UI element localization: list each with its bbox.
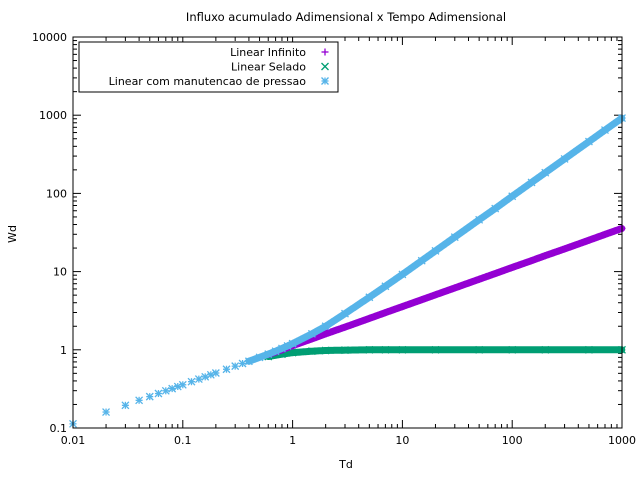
legend-label: Linear com manutencao de pressao xyxy=(109,75,307,88)
data-point xyxy=(135,396,144,405)
data-point xyxy=(102,408,111,416)
data-point xyxy=(584,137,593,146)
data-point xyxy=(161,386,170,395)
data-point xyxy=(365,345,374,354)
x-tick-label: 100 xyxy=(502,434,523,447)
y-tick-label: 1 xyxy=(60,344,67,357)
data-point xyxy=(381,282,390,291)
data-point xyxy=(451,284,459,292)
data-point xyxy=(417,256,426,265)
data-point xyxy=(475,345,484,354)
data-point xyxy=(560,154,569,163)
data-point xyxy=(381,345,390,354)
y-tick-label: 10 xyxy=(53,266,67,279)
y-tick-label: 1000 xyxy=(39,109,67,122)
data-point xyxy=(398,270,407,279)
data-point xyxy=(238,359,247,368)
y-tick-label: 100 xyxy=(46,187,67,200)
data-point xyxy=(475,215,484,224)
data-point xyxy=(321,346,330,355)
data-point xyxy=(431,345,440,354)
data-point xyxy=(528,257,536,265)
data-point xyxy=(231,362,240,371)
data-point xyxy=(585,236,593,244)
legend-marker xyxy=(321,48,329,56)
y-tick-label: 10000 xyxy=(32,31,67,44)
data-point xyxy=(450,233,459,242)
data-point xyxy=(381,309,389,317)
data-point xyxy=(341,346,349,355)
data-point xyxy=(365,293,374,302)
legend-marker xyxy=(321,62,329,71)
data-point xyxy=(491,204,500,213)
data-point xyxy=(307,347,316,356)
series-1 xyxy=(264,345,626,361)
data-point xyxy=(508,192,517,201)
data-point xyxy=(418,296,426,304)
data-point xyxy=(211,369,220,377)
data-point xyxy=(121,401,130,410)
series-layer xyxy=(69,114,626,428)
y-axis-label: Wd xyxy=(6,225,19,243)
data-point xyxy=(508,345,517,354)
data-point xyxy=(154,389,163,398)
data-point xyxy=(271,347,280,356)
data-point xyxy=(255,353,264,362)
data-point xyxy=(431,246,440,255)
data-point xyxy=(491,270,499,278)
data-point xyxy=(145,392,154,401)
x-tick-label: 1 xyxy=(289,434,296,447)
data-point xyxy=(222,365,231,374)
data-point xyxy=(541,345,550,354)
data-point xyxy=(508,263,516,271)
series-band xyxy=(245,114,626,365)
data-point xyxy=(541,168,550,177)
data-point xyxy=(541,252,549,260)
legend-box xyxy=(78,41,339,93)
series-2 xyxy=(69,114,626,428)
legend-marker xyxy=(321,77,329,85)
data-point xyxy=(307,329,316,338)
plot-frame xyxy=(72,36,623,429)
data-point xyxy=(244,357,253,366)
data-point xyxy=(288,339,297,348)
data-point xyxy=(601,126,609,135)
data-point xyxy=(321,322,330,331)
legend-label: Linear Infinito xyxy=(230,46,306,59)
data-point xyxy=(365,314,373,322)
x-axis-label: Td xyxy=(338,458,353,471)
data-point xyxy=(398,303,406,311)
data-point xyxy=(561,245,569,253)
chart-title: Influxo acumulado Adimensional x Tempo A… xyxy=(186,10,506,24)
data-point xyxy=(341,323,349,331)
x-tick-label: 10 xyxy=(395,434,409,447)
data-point xyxy=(398,345,407,354)
x-tick-label: 0.01 xyxy=(61,434,86,447)
data-point xyxy=(475,275,483,283)
data-point xyxy=(187,377,196,386)
x-tick-label: 0.1 xyxy=(174,434,192,447)
x-tick-label: 1000 xyxy=(608,434,636,447)
series-band xyxy=(264,346,626,360)
data-point xyxy=(431,291,439,299)
data-point xyxy=(194,375,203,384)
data-point xyxy=(601,230,609,238)
data-point xyxy=(584,345,593,354)
legend-label: Linear Selado xyxy=(231,61,306,74)
data-point xyxy=(322,330,330,338)
data-point xyxy=(527,178,536,187)
data-point xyxy=(341,309,349,318)
y-tick-label: 0.1 xyxy=(50,422,68,435)
data-point xyxy=(178,380,187,389)
data-point xyxy=(264,350,273,359)
